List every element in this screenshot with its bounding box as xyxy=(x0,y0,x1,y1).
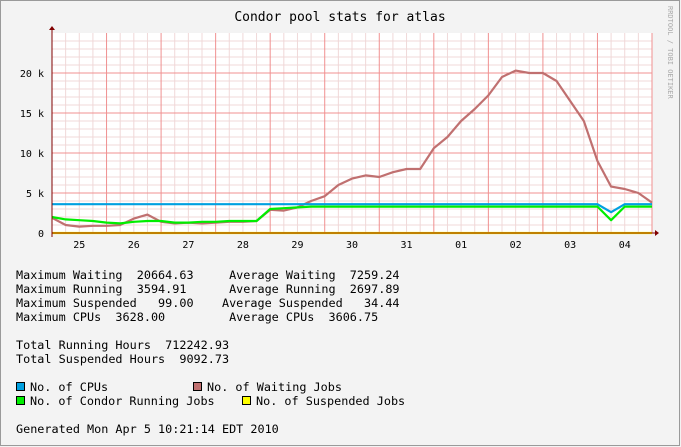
x-tick-label: 25 xyxy=(73,240,85,251)
total-line: Total Running Hours 712242.93 xyxy=(16,338,229,352)
series-line xyxy=(51,69,653,228)
x-tick-label: 28 xyxy=(237,240,249,251)
series-line xyxy=(51,205,652,225)
legend-label: No. of Waiting Jobs xyxy=(207,380,342,394)
legend-swatch xyxy=(193,382,202,391)
total-line: Total Suspended Hours 9092.73 xyxy=(16,352,229,366)
legend-swatch xyxy=(16,396,25,405)
x-tick-label: 01 xyxy=(455,240,467,251)
x-tick-label: 02 xyxy=(510,240,522,251)
x-tick-label: 29 xyxy=(291,240,303,251)
stat-line: Maximum Waiting 20664.63 Average Waiting… xyxy=(16,268,400,282)
chart-title: Condor pool stats for atlas xyxy=(234,10,445,25)
y-tick-label: 20 k xyxy=(20,69,44,80)
x-axis-arrow xyxy=(655,230,659,236)
x-tick-label: 04 xyxy=(619,240,631,251)
legend-swatch xyxy=(16,382,25,391)
stat-line: Maximum Suspended 99.00 Average Suspende… xyxy=(16,296,400,310)
x-tick-label: 26 xyxy=(128,240,140,251)
legend-label: No. of Condor Running Jobs xyxy=(30,394,215,408)
legend-label: No. of Suspended Jobs xyxy=(256,394,405,408)
y-axis-arrow xyxy=(49,26,55,30)
y-tick-label: 0 xyxy=(38,229,44,240)
legend-swatch xyxy=(242,396,251,405)
x-tick-label: 03 xyxy=(564,240,576,251)
series-line xyxy=(52,203,652,214)
stat-line: Maximum CPUs 3628.00 Average CPUs 3606.7… xyxy=(16,310,378,324)
x-tick-label: 30 xyxy=(346,240,358,251)
stat-line: Maximum Running 3594.91 Average Running … xyxy=(16,282,400,296)
x-tick-label: 31 xyxy=(401,240,413,251)
watermark: RRDTOOL / TOBI OETIKER xyxy=(666,6,674,100)
x-tick-label: 27 xyxy=(182,240,194,251)
footer: Generated Mon Apr 5 10:21:14 EDT 2010 xyxy=(16,422,279,436)
y-tick-label: 15 k xyxy=(20,109,44,120)
y-tick-label: 10 k xyxy=(20,149,44,160)
legend-label: No. of CPUs xyxy=(30,380,108,394)
y-tick-label: 5 k xyxy=(26,189,44,200)
